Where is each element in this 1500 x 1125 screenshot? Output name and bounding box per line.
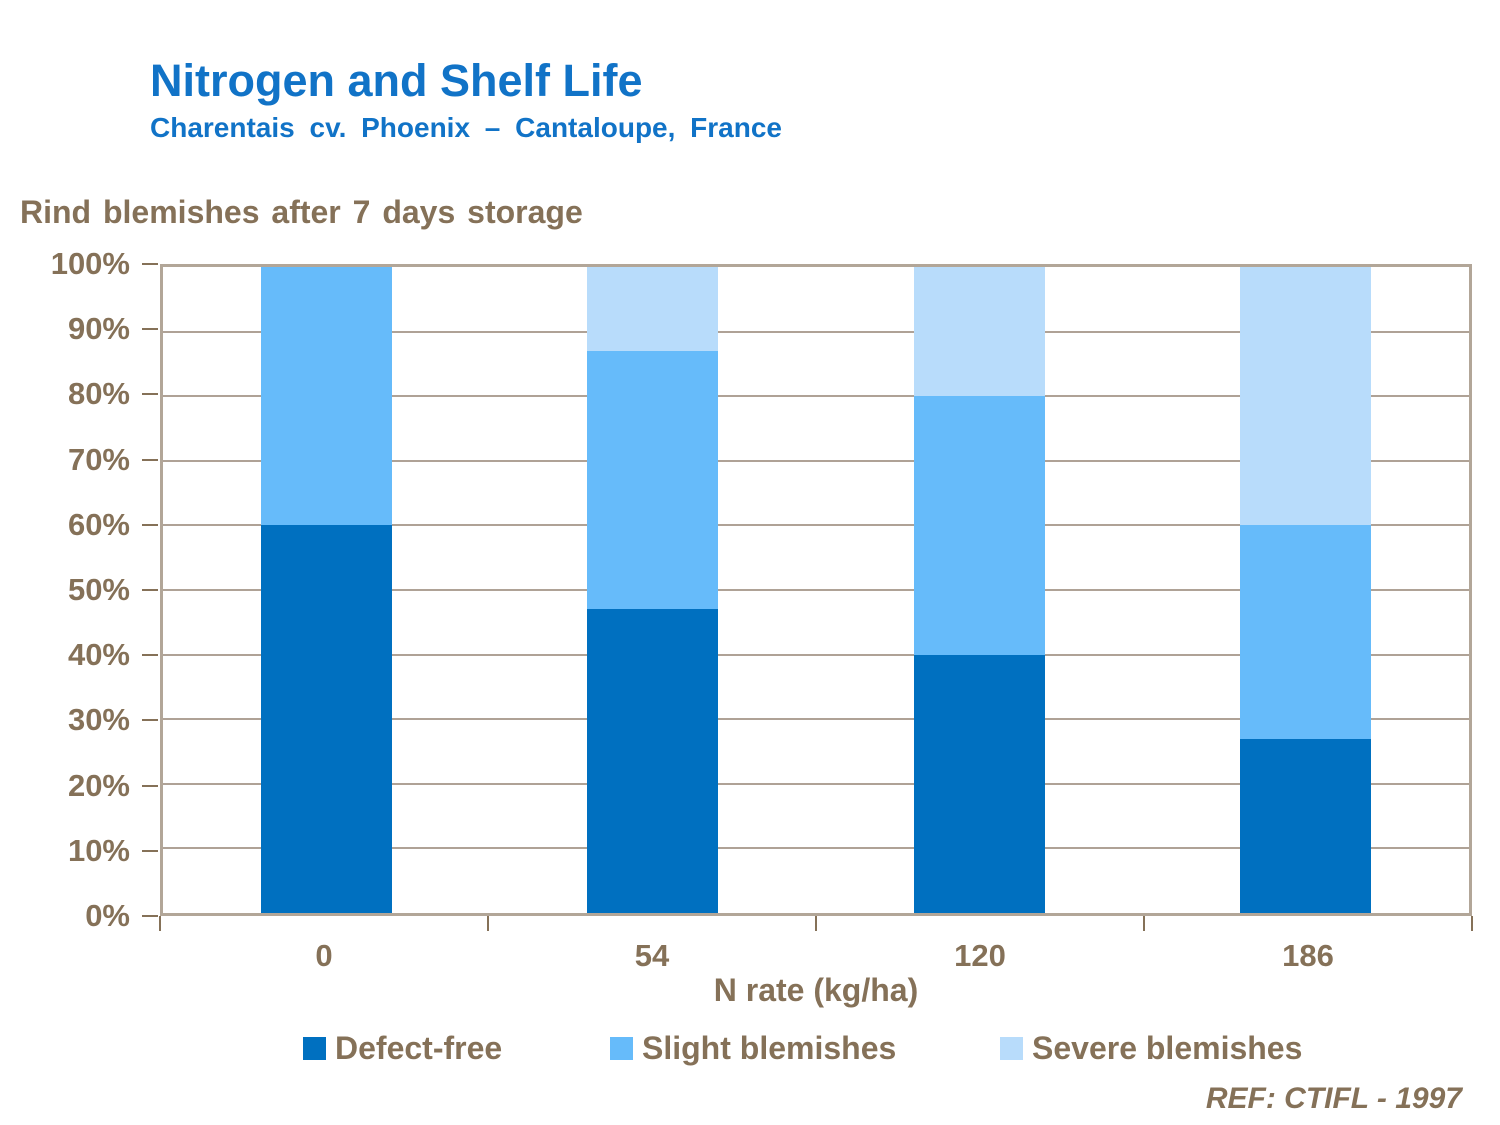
y-tick-mark xyxy=(142,849,158,852)
x-tick-mark xyxy=(815,916,817,931)
bar-segment-defect-free xyxy=(260,525,392,913)
legend-label: Defect-free xyxy=(335,1029,503,1066)
x-category-label: 54 xyxy=(634,938,670,973)
reference-text: REF: CTIFL - 1997 xyxy=(1205,1082,1462,1115)
y-tick-mark xyxy=(142,784,158,787)
y-tick-label: 10% xyxy=(67,832,130,868)
y-tick-label: 100% xyxy=(50,246,130,281)
y-tick-mark xyxy=(142,328,158,331)
bar-186 xyxy=(1240,267,1372,913)
bar-segment-severe-blemishes xyxy=(913,267,1045,397)
x-category-label: 0 xyxy=(315,938,333,973)
y-tick-label: 40% xyxy=(67,637,130,673)
x-tick-mark xyxy=(1471,916,1473,931)
legend-item-severe-blemishes: Severe blemishes xyxy=(1000,1030,1302,1066)
y-tick-mark xyxy=(142,589,158,591)
bar-segment-defect-free xyxy=(587,609,719,913)
x-tick-mark xyxy=(1143,916,1145,931)
bar-120 xyxy=(913,267,1045,913)
y-tick-label: 80% xyxy=(67,376,130,412)
bar-segment-defect-free xyxy=(1240,738,1372,913)
x-axis-title: N rate (kg/ha) xyxy=(713,972,919,1008)
legend-swatch xyxy=(610,1036,633,1060)
bar-0 xyxy=(260,267,392,913)
x-tick-mark xyxy=(159,916,161,931)
y-tick-mark xyxy=(142,523,158,526)
gridline xyxy=(163,589,1469,591)
chart-title: Rind blemishes after 7 days storage xyxy=(20,194,583,230)
bar-segment-defect-free xyxy=(913,654,1045,913)
bar-segment-severe-blemishes xyxy=(587,267,719,351)
x-tick-mark xyxy=(487,916,489,931)
bar-segment-severe-blemishes xyxy=(1240,267,1372,526)
bar-segment-slight-blemishes xyxy=(913,396,1045,655)
y-tick-label: 60% xyxy=(67,506,130,542)
gridline xyxy=(163,718,1469,721)
bar-segment-slight-blemishes xyxy=(260,267,392,526)
y-tick-mark xyxy=(142,263,158,265)
page-title: Nitrogen and Shelf Life xyxy=(150,55,643,106)
y-tick-mark xyxy=(142,654,158,657)
y-tick-mark xyxy=(142,915,158,917)
legend-label: Slight blemishes xyxy=(642,1029,897,1066)
y-tick-label: 20% xyxy=(67,767,130,803)
legend-item-slight-blemishes: Slight blemishes xyxy=(610,1030,896,1066)
gridline xyxy=(163,847,1469,850)
bar-54 xyxy=(587,267,719,913)
legend-label: Severe blemishes xyxy=(1032,1029,1303,1066)
bar-segment-slight-blemishes xyxy=(1240,525,1372,739)
gridline xyxy=(163,653,1469,656)
legend-swatch xyxy=(303,1036,326,1060)
gridline xyxy=(163,395,1469,398)
y-tick-label: 90% xyxy=(67,311,130,347)
y-tick-mark xyxy=(142,393,158,396)
y-tick-label: 50% xyxy=(67,572,130,607)
gridline xyxy=(163,330,1469,333)
y-tick-label: 0% xyxy=(85,898,130,933)
x-category-label: 186 xyxy=(1282,938,1334,973)
plot-area xyxy=(160,264,1472,916)
x-category-label: 120 xyxy=(954,938,1006,973)
gridline xyxy=(163,459,1469,462)
y-tick-label: 70% xyxy=(67,441,130,477)
y-tick-label: 30% xyxy=(67,702,130,738)
gridline xyxy=(163,524,1469,527)
gridline xyxy=(163,782,1469,785)
y-tick-mark xyxy=(142,458,158,461)
bar-segment-slight-blemishes xyxy=(587,351,719,610)
legend-swatch xyxy=(1000,1036,1023,1060)
page-subtitle: Charentais cv. Phoenix – Cantaloupe, Fra… xyxy=(150,112,782,143)
y-tick-mark xyxy=(142,719,158,722)
legend-item-defect-free: Defect-free xyxy=(303,1030,502,1066)
